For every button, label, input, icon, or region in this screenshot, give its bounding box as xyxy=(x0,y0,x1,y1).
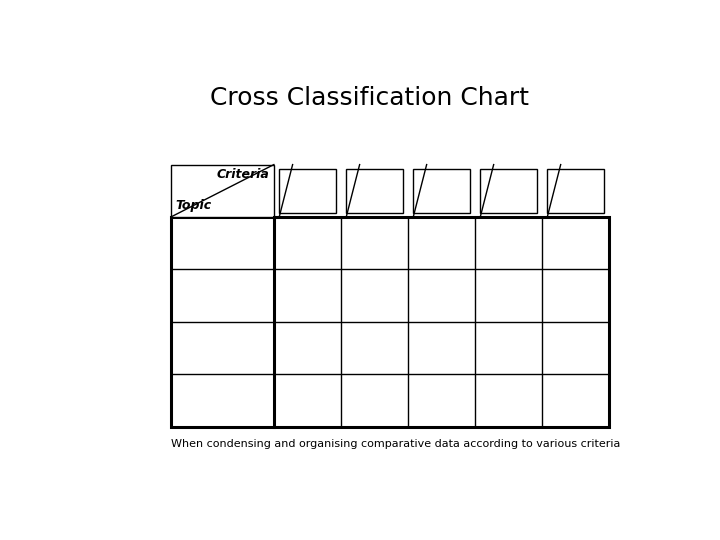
Bar xyxy=(480,169,537,213)
Text: Cross Classification Chart: Cross Classification Chart xyxy=(210,86,528,110)
Bar xyxy=(413,169,470,213)
Text: Topic: Topic xyxy=(176,199,212,212)
Bar xyxy=(171,165,274,217)
Text: Criteria: Criteria xyxy=(217,168,269,181)
Text: When condensing and organising comparative data according to various criteria: When condensing and organising comparati… xyxy=(171,439,621,449)
Bar xyxy=(346,169,403,213)
Bar xyxy=(546,169,604,213)
Bar xyxy=(279,169,336,213)
Bar xyxy=(171,217,609,427)
